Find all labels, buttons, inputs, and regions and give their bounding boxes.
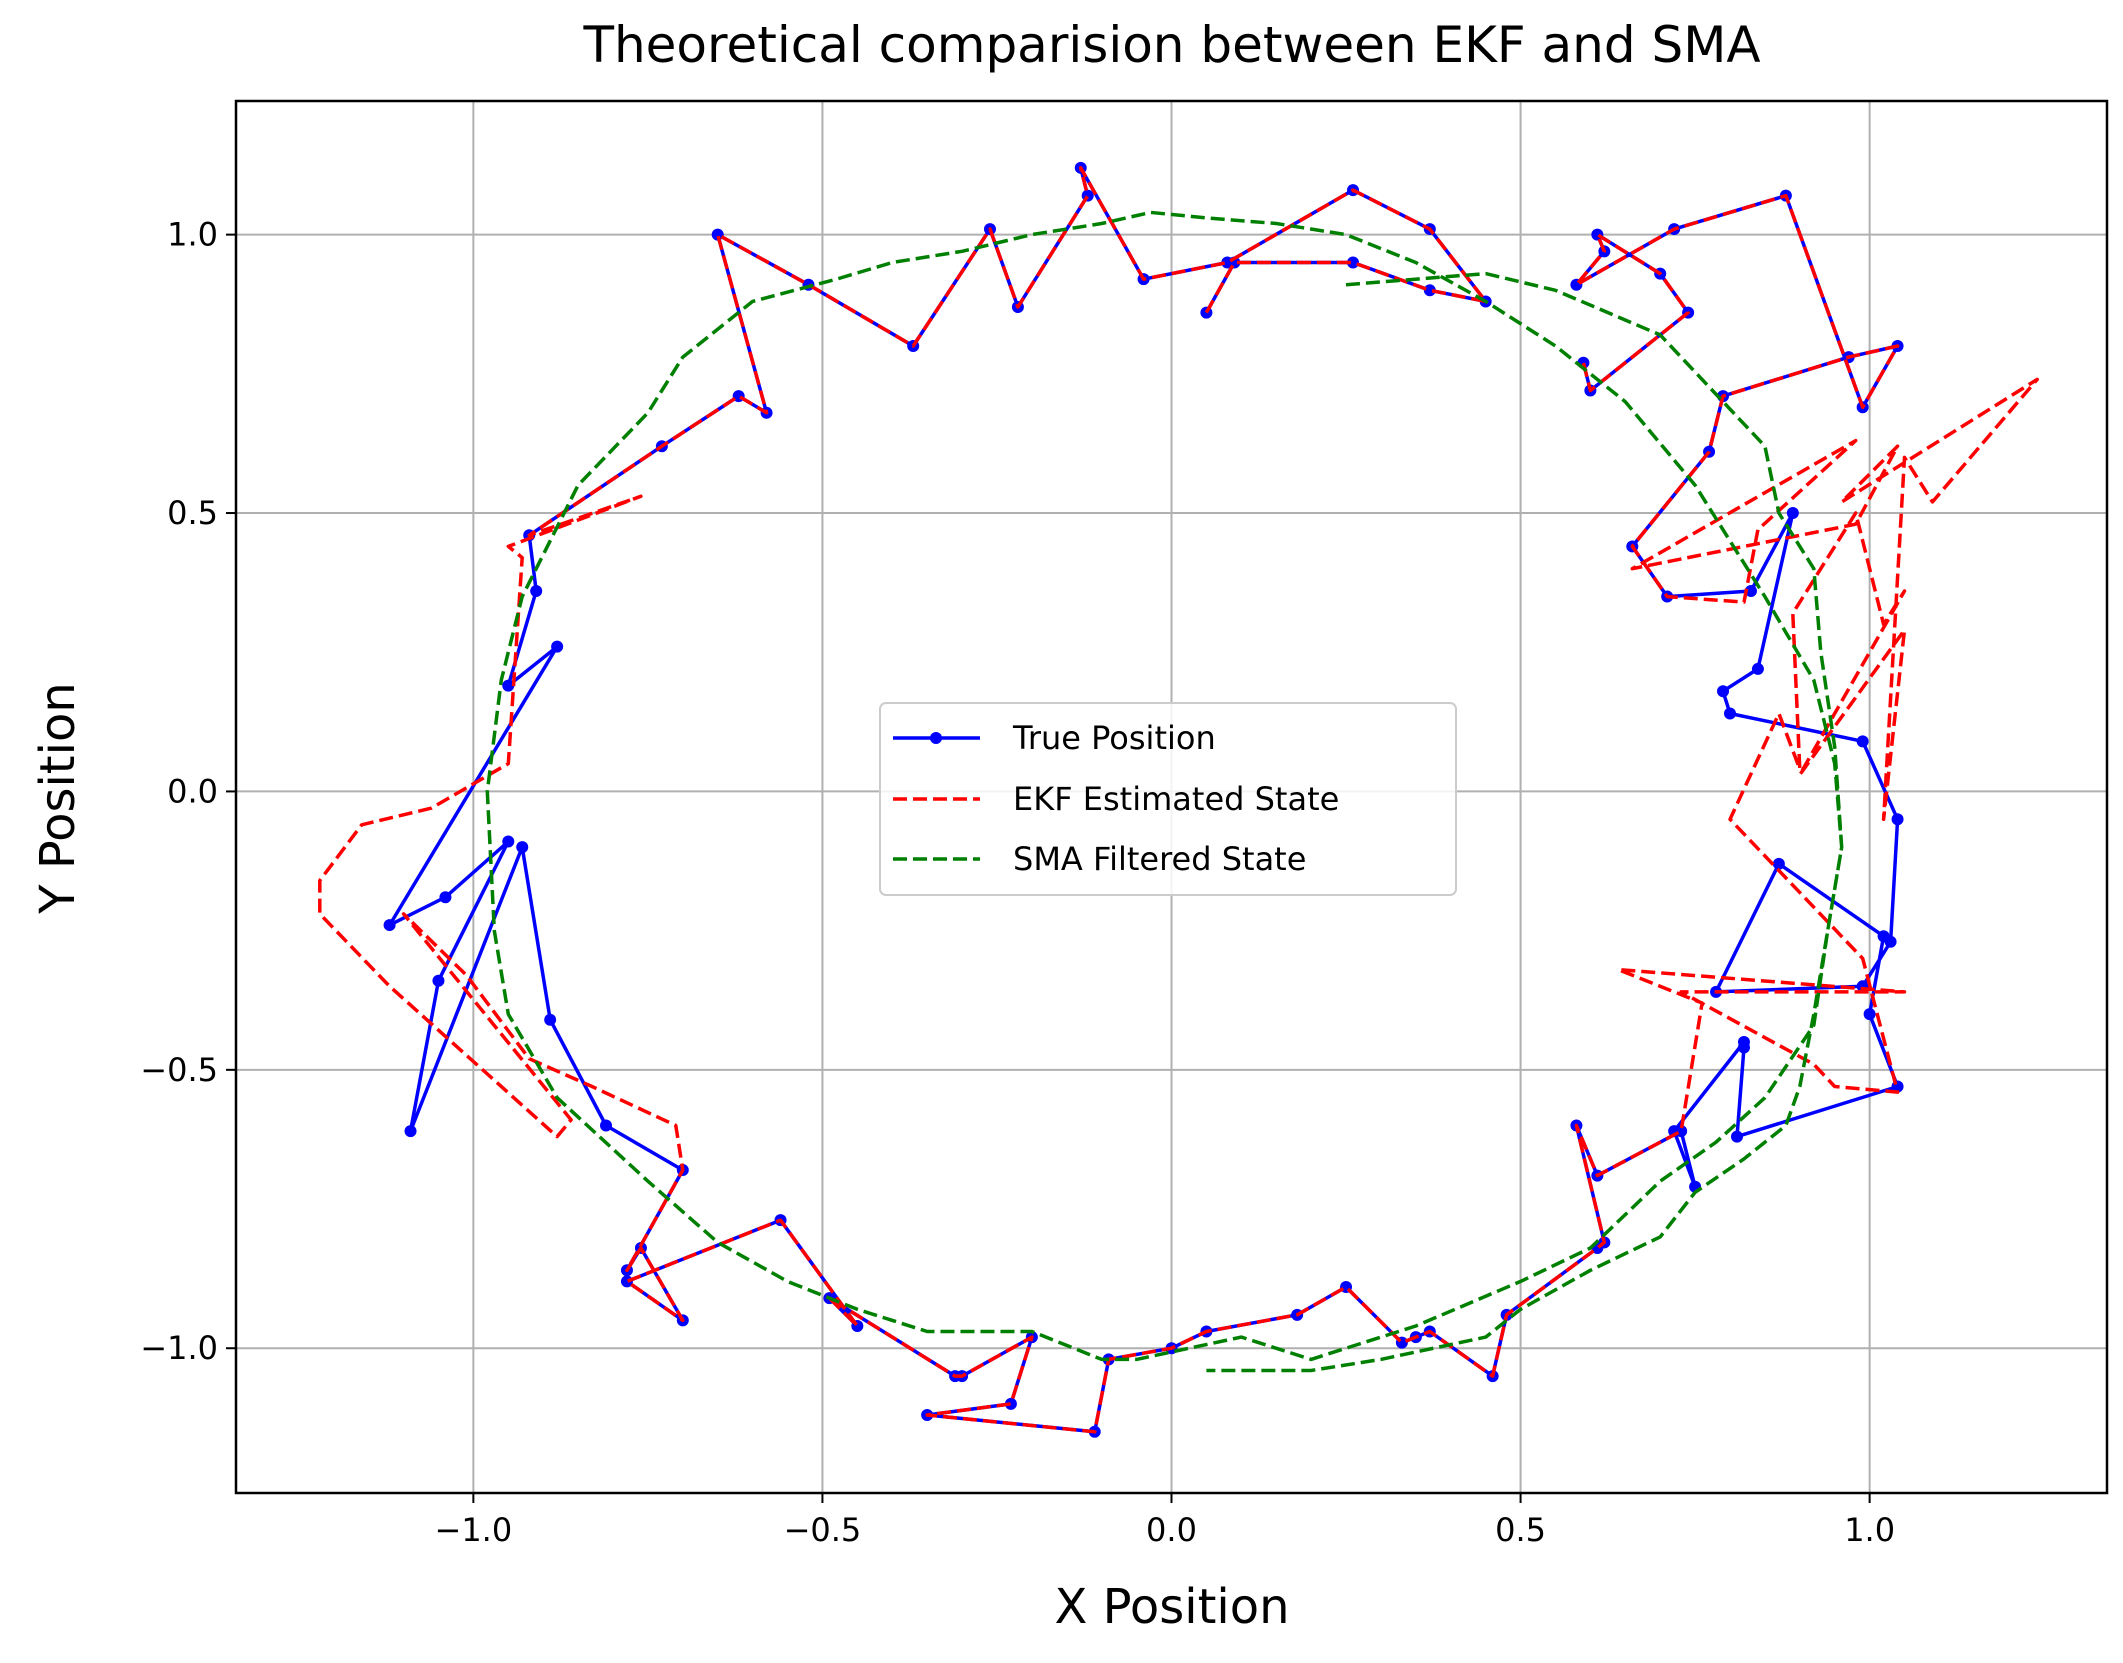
data-point-true-position xyxy=(1891,813,1904,826)
axis-ticks: −1.0 −0.5 0.0 0.5 1.0 1.0 0.5 0.0 −0.5 −1.0 xyxy=(140,216,1895,1549)
data-point-true-position xyxy=(516,841,529,854)
y-tick-label: −0.5 xyxy=(140,1051,218,1089)
data-point-true-position xyxy=(1717,685,1730,698)
x-tick-label: −0.5 xyxy=(784,1511,862,1549)
data-point-true-position xyxy=(1863,1008,1876,1021)
series-layer xyxy=(318,161,2039,1438)
data-point-true-position xyxy=(432,974,445,987)
x-tick-label: 1.0 xyxy=(1844,1511,1895,1549)
legend-label-sma: SMA Filtered State xyxy=(1013,840,1306,878)
data-point-true-position xyxy=(600,1119,613,1132)
legend-label-ekf: EKF Estimated State xyxy=(1013,780,1339,818)
data-point-true-position xyxy=(1856,735,1869,748)
data-point-true-position xyxy=(404,1125,417,1138)
data-point-true-position xyxy=(502,835,515,848)
data-point-true-position xyxy=(383,919,396,932)
data-point-true-position xyxy=(1004,1397,1017,1410)
plot-frame xyxy=(234,99,2109,1495)
legend-box xyxy=(879,702,1457,896)
data-point-true-position xyxy=(1751,662,1764,675)
legend: True Position EKF Estimated State SMA Fi… xyxy=(879,702,1457,896)
data-point-true-position xyxy=(1724,707,1737,720)
y-axis-label: Y Position xyxy=(30,682,86,914)
y-tick-label: 1.0 xyxy=(167,216,218,254)
x-tick-label: 0.0 xyxy=(1146,1511,1197,1549)
data-point-true-position xyxy=(551,640,564,653)
chart-title: Theoretical comparision between EKF and … xyxy=(582,16,1760,74)
series-line-sma-filtered-state xyxy=(485,210,1844,1373)
y-tick-label: −1.0 xyxy=(140,1329,218,1367)
y-tick-label: 0.0 xyxy=(167,772,218,810)
data-point-true-position xyxy=(439,891,452,904)
data-point-true-position xyxy=(1423,284,1436,297)
data-point-true-position xyxy=(1347,256,1360,269)
data-point-true-position xyxy=(1744,584,1757,597)
data-point-true-position xyxy=(1737,1041,1750,1054)
data-point-true-position xyxy=(1772,857,1785,870)
x-axis-label: X Position xyxy=(1054,1579,1289,1635)
legend-marker-true-position xyxy=(930,732,942,744)
series-line-ekf-estimated-state xyxy=(318,166,2039,1434)
data-point-true-position xyxy=(1786,507,1799,520)
x-tick-label: −1.0 xyxy=(435,1511,513,1549)
legend-label-true-position: True Position xyxy=(1012,719,1216,757)
data-point-true-position xyxy=(544,1013,557,1026)
data-point-true-position xyxy=(530,584,543,597)
x-tick-label: 0.5 xyxy=(1495,1511,1546,1549)
y-tick-label: 0.5 xyxy=(167,494,218,532)
data-point-true-position xyxy=(1884,935,1897,948)
data-point-true-position xyxy=(1730,1130,1743,1143)
data-point-true-position xyxy=(711,228,724,241)
data-point-true-position xyxy=(502,679,515,692)
